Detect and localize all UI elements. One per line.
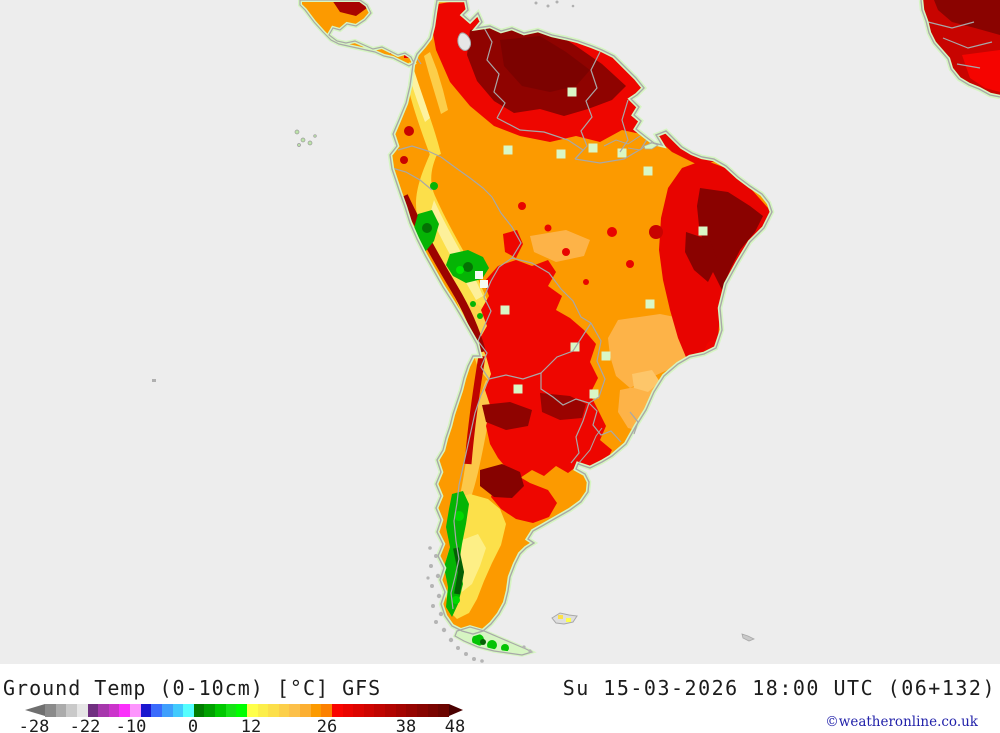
legend-cell [151, 704, 162, 717]
patos-lagoon [629, 411, 639, 435]
legend-cell [395, 704, 407, 717]
legend-tick-label: 12 [240, 717, 262, 733]
legend-cell [257, 704, 269, 717]
legend-cell [353, 704, 364, 717]
legend-tick-label: 0 [187, 717, 199, 733]
legend-tick-label: 38 [395, 717, 417, 733]
legend-cell [172, 704, 184, 717]
islands [152, 0, 755, 663]
legend-cell [363, 704, 375, 717]
legend-right-arrow-icon [449, 704, 463, 716]
legend-cell [119, 704, 130, 717]
legend-cell [98, 704, 109, 717]
legend-cell [215, 704, 226, 717]
legend-cell [246, 704, 258, 717]
legend-tick-label: 26 [316, 717, 338, 733]
legend-cell [321, 704, 332, 717]
legend-cell [140, 704, 152, 717]
legend-cell [268, 704, 279, 717]
south-georgia-island [741, 633, 755, 642]
legend-color-cells [45, 704, 449, 717]
legend-cell [310, 704, 322, 717]
legend-cell [416, 704, 428, 717]
legend-cell [66, 704, 77, 717]
la-plata-river [577, 427, 603, 465]
copyright-link[interactable]: ©weatheronline.co.uk [825, 714, 978, 730]
legend-cell [193, 704, 205, 717]
legend-cell [385, 704, 396, 717]
legend-cell [183, 704, 194, 717]
legend-color-bar [25, 704, 463, 717]
map-footer: Ground Temp (0-10cm) [°C] GFS Su 15-03-2… [0, 664, 1000, 733]
legend-cell [300, 704, 311, 717]
easter-island [152, 379, 156, 382]
legend-cell [438, 704, 449, 717]
temperature-overlays [332, 0, 1000, 652]
lake-maracaibo [457, 32, 471, 51]
marajo-island [643, 142, 659, 150]
legend-tick-label: -28 [18, 717, 50, 733]
legend-cell [289, 704, 300, 717]
map-region [0, 0, 1000, 664]
map-title: Ground Temp (0-10cm) [°C] GFS [3, 676, 382, 700]
chilean-fjords [426, 546, 532, 663]
legend-cell [130, 704, 141, 717]
legend-tick-label: -22 [69, 717, 101, 733]
legend-left-arrow-icon [25, 704, 45, 716]
legend-cell [427, 704, 439, 717]
legend-cell [55, 704, 67, 717]
legend-cell [236, 704, 247, 717]
amazon-estuary [603, 135, 641, 147]
legend-cell [406, 704, 417, 717]
temperature-legend: -28 -22 -10 0 12 26 38 48 [19, 704, 475, 733]
legend-cell [87, 704, 99, 717]
legend-cell [374, 704, 385, 717]
legend-tick-label: -10 [115, 717, 147, 733]
legend-cell [204, 704, 215, 717]
legend-cell [342, 704, 354, 717]
map-canvas [152, 0, 1000, 663]
legend-cell [45, 704, 56, 717]
legend-cell [161, 704, 173, 717]
legend-tick-label: 48 [444, 717, 466, 733]
caribbean-islands [534, 0, 575, 8]
legend-cell [108, 704, 120, 717]
legend-cell [331, 704, 343, 717]
falkland-islands [551, 612, 578, 625]
water-features [457, 32, 659, 465]
map-datetime: Su 15-03-2026 18:00 UTC (06+132) [562, 676, 996, 700]
legend-cell [225, 704, 237, 717]
legend-cell [278, 704, 290, 717]
legend-cell [76, 704, 88, 717]
grid-square-markers [475, 87, 708, 399]
legend-tick-labels: -28 -22 -10 0 12 26 38 48 [19, 717, 475, 733]
galapagos-islands [294, 129, 317, 147]
